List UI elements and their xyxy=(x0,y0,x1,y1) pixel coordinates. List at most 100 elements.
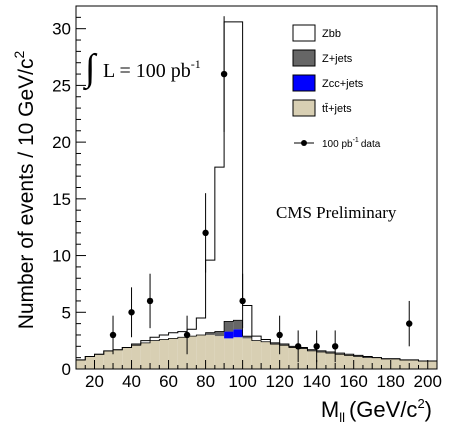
bar-ttjets-16 xyxy=(224,338,234,369)
bar-zjets-18 xyxy=(242,336,252,339)
x-axis-label: Mll (GeV/c2) xyxy=(321,396,432,425)
x-tick-label-140: 140 xyxy=(302,372,330,391)
legend-label-data-sup: -1 xyxy=(353,137,359,144)
bar-ttjets-7 xyxy=(140,342,151,369)
bar-ttjets-19 xyxy=(251,340,262,369)
legend-label-data: 100 pb-1 data xyxy=(322,137,381,150)
data-point-11 xyxy=(406,320,413,327)
lumi-annotation: L = 100 pb-1 xyxy=(103,57,201,82)
legend: Zbb Z+jets Zcc+jets tt̄+jets 100 pb-1 dat… xyxy=(292,24,381,150)
total-line xyxy=(75,21,438,369)
y-tick-label-25: 25 xyxy=(52,76,71,95)
bar-ttjets-13 xyxy=(196,334,206,369)
bar-ttjets-2 xyxy=(94,354,104,369)
y-tick-label-0: 0 xyxy=(62,360,71,379)
legend-label-ttbar: tt̄+jets xyxy=(322,103,352,115)
bar-ttjets-17 xyxy=(233,337,243,369)
bar-ttjets-1 xyxy=(85,356,95,369)
bar-zjets-17 xyxy=(233,320,243,330)
legend-marker-dot xyxy=(301,140,307,146)
x-tick-label-20: 20 xyxy=(85,372,104,391)
bar-ttjets-8 xyxy=(150,340,160,369)
bar-ttjets-31 xyxy=(362,357,373,369)
data-point-7 xyxy=(276,331,283,339)
bar-ttjets-20 xyxy=(261,341,271,369)
axis-ticks: 20 40 60 80 100 120 140 160 180 200 0 5 10 15 20 25 30 xyxy=(52,16,442,391)
legend-swatch-zbb xyxy=(292,24,316,42)
x-axis-label-sub: ll xyxy=(339,410,345,425)
bar-ttjets-5 xyxy=(122,347,132,369)
data-point-3 xyxy=(183,331,191,339)
legend-swatch-zcc xyxy=(292,74,316,92)
legend-swatch-ttbar xyxy=(292,99,316,117)
y-axis-label-sup: 2 xyxy=(11,51,27,59)
data-point-1 xyxy=(128,309,135,316)
bar-ttjets-11 xyxy=(177,337,188,369)
bar-zccjets-17 xyxy=(233,329,243,338)
bar-ttjets-32 xyxy=(372,357,382,369)
bar-ttjets-4 xyxy=(113,349,123,369)
data-point-4 xyxy=(202,229,209,237)
x-tick-label-160: 160 xyxy=(340,372,368,391)
bar-ttjets-21 xyxy=(270,344,280,369)
bar-ttjets-24 xyxy=(298,348,308,369)
data-point-10 xyxy=(331,343,339,350)
data-point-6 xyxy=(239,297,246,305)
bar-ttjets-25 xyxy=(307,350,317,369)
lumi-sup: -1 xyxy=(191,57,201,71)
x-tick-label-180: 180 xyxy=(377,372,405,391)
data-point-9 xyxy=(313,343,320,350)
bar-ttjets-26 xyxy=(316,351,326,369)
x-axis-label-unit: (GeV/c xyxy=(349,397,417,422)
legend-label-data-text: 100 pb xyxy=(322,139,353,150)
bar-ttjets-10 xyxy=(168,338,178,369)
data-points xyxy=(109,16,413,363)
bar-ttjets-12 xyxy=(187,336,197,369)
data-point-5 xyxy=(220,70,228,78)
legend-label-zjets: Z+jets xyxy=(322,53,353,65)
bar-zjets-15 xyxy=(214,331,225,337)
x-tick-label-40: 40 xyxy=(122,372,141,391)
x-tick-label-200: 200 xyxy=(414,372,442,391)
preliminary-annotation: CMS Preliminary xyxy=(276,203,397,222)
bar-ttjets-35 xyxy=(399,359,410,369)
bar-ttjets-33 xyxy=(381,358,391,369)
bar-zjets-16 xyxy=(224,321,234,332)
bar-zccjets-16 xyxy=(224,331,234,339)
legend-label-data-tail: data xyxy=(361,139,381,150)
bar-ttjets-29 xyxy=(344,355,354,369)
bar-ttjets-6 xyxy=(131,345,141,369)
x-tick-label-80: 80 xyxy=(196,372,215,391)
data-point-8 xyxy=(294,343,302,350)
bar-ttjets-34 xyxy=(390,358,400,369)
bar-ttjets-22 xyxy=(279,345,289,369)
x-tick-label-120: 120 xyxy=(265,372,293,391)
y-tick-label-5: 5 xyxy=(62,303,71,322)
legend-label-zcc: Zcc+jets xyxy=(322,78,364,90)
y-tick-label-10: 10 xyxy=(52,247,71,266)
stacked-bars xyxy=(75,319,438,369)
bar-ttjets-37 xyxy=(418,361,428,369)
x-tick-label-60: 60 xyxy=(159,372,178,391)
y-axis-label-text: Number of events / 10 GeV/c xyxy=(15,59,38,330)
zbb-total-line xyxy=(75,21,438,369)
bar-ttjets-18 xyxy=(242,338,252,369)
y-tick-label-15: 15 xyxy=(52,190,71,209)
bar-ttjets-36 xyxy=(409,359,419,369)
y-axis-label: Number of events / 10 GeV/c2 xyxy=(11,51,38,330)
x-tick-label-100: 100 xyxy=(228,372,256,391)
legend-label-zbb: Zbb xyxy=(322,28,341,40)
x-axis-label-text: M xyxy=(321,397,339,422)
bar-ttjets-14 xyxy=(205,334,215,369)
bar-ttjets-28 xyxy=(335,354,345,369)
x-axis-label-unit-sup: 2 xyxy=(417,396,424,411)
bar-ttjets-23 xyxy=(288,347,299,369)
bar-ttjets-0 xyxy=(76,359,86,369)
data-point-0 xyxy=(109,331,117,339)
bar-ttjets-9 xyxy=(159,339,169,369)
bar-ttjets-30 xyxy=(353,356,363,369)
y-tick-label-30: 30 xyxy=(52,20,71,39)
integral-symbol: ∫ xyxy=(83,47,98,91)
y-tick-label-20: 20 xyxy=(52,133,71,152)
